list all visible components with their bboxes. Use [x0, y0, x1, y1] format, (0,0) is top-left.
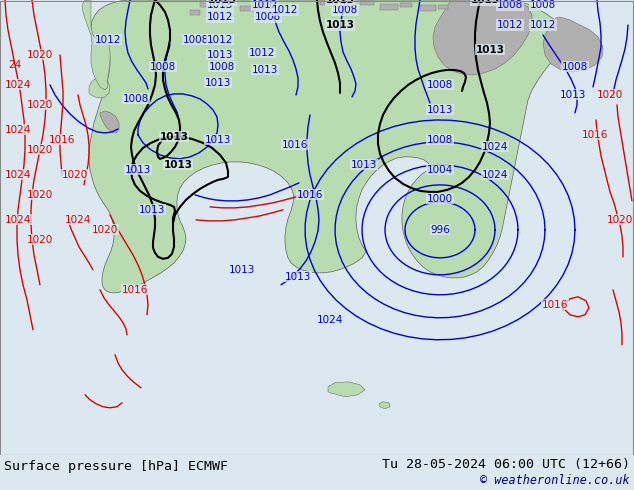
Text: 1020: 1020	[597, 90, 623, 100]
Polygon shape	[328, 382, 365, 397]
Text: 1020: 1020	[27, 145, 53, 155]
Text: 1008: 1008	[123, 94, 149, 104]
Text: 1013: 1013	[207, 0, 236, 5]
Text: 1024: 1024	[482, 170, 508, 180]
Text: 1020: 1020	[92, 225, 118, 235]
Text: 1008: 1008	[150, 62, 176, 72]
Text: 1013: 1013	[252, 65, 278, 75]
Text: 1024: 1024	[5, 80, 31, 90]
Text: 1013: 1013	[205, 78, 231, 88]
Polygon shape	[100, 111, 119, 133]
Text: 1012: 1012	[530, 20, 556, 30]
Text: 1013: 1013	[164, 160, 193, 170]
Text: 1012: 1012	[252, 0, 278, 10]
Text: 1013: 1013	[325, 0, 354, 5]
Polygon shape	[190, 10, 200, 15]
Polygon shape	[420, 5, 436, 11]
Text: 1024: 1024	[5, 170, 31, 180]
Text: 1024: 1024	[5, 125, 31, 135]
Text: 1008: 1008	[562, 62, 588, 72]
Text: 1008: 1008	[255, 12, 281, 22]
Polygon shape	[379, 402, 390, 409]
Text: 1012: 1012	[95, 35, 121, 45]
Text: 1013: 1013	[160, 132, 188, 142]
Text: 1016: 1016	[49, 135, 75, 145]
Text: 1024: 1024	[317, 315, 343, 325]
Polygon shape	[360, 1, 374, 5]
Text: 1008: 1008	[530, 0, 556, 10]
Text: 1008: 1008	[427, 135, 453, 145]
Text: 1020: 1020	[27, 100, 53, 110]
Text: 1013: 1013	[207, 0, 233, 10]
Text: 1016: 1016	[122, 285, 148, 295]
Text: Tu 28-05-2024 06:00 UTC (12+66): Tu 28-05-2024 06:00 UTC (12+66)	[382, 458, 630, 471]
Polygon shape	[320, 1, 338, 5]
Polygon shape	[82, 0, 110, 90]
Text: 1008: 1008	[497, 0, 523, 10]
Text: Surface pressure [hPa] ECMWF: Surface pressure [hPa] ECMWF	[4, 460, 228, 473]
Text: 1020: 1020	[27, 235, 53, 245]
Text: 1000: 1000	[427, 194, 453, 204]
Text: 1024: 1024	[65, 215, 91, 225]
Text: 1008: 1008	[332, 5, 358, 15]
Text: 1020: 1020	[62, 170, 88, 180]
Text: 1013: 1013	[470, 0, 500, 5]
Polygon shape	[218, 1, 230, 5]
Text: 1024: 1024	[5, 215, 31, 225]
Text: 1013: 1013	[476, 45, 505, 55]
Polygon shape	[89, 0, 560, 293]
Text: 1013: 1013	[285, 272, 311, 282]
Text: 1016: 1016	[542, 300, 568, 310]
Text: 1013: 1013	[325, 20, 354, 30]
Text: 1012: 1012	[207, 12, 233, 22]
Text: 1012: 1012	[207, 35, 233, 45]
Text: 1020: 1020	[27, 190, 53, 200]
Text: 1016: 1016	[297, 190, 323, 200]
Polygon shape	[543, 17, 603, 72]
Text: 1024: 1024	[482, 142, 508, 152]
Polygon shape	[380, 4, 398, 10]
Text: © weatheronline.co.uk: © weatheronline.co.uk	[481, 473, 630, 487]
Text: 1012: 1012	[272, 5, 298, 15]
Polygon shape	[340, 3, 352, 8]
Text: 1013: 1013	[229, 265, 256, 275]
Polygon shape	[200, 1, 218, 7]
Text: 1013: 1013	[125, 165, 151, 175]
Polygon shape	[240, 6, 255, 11]
Text: 1004: 1004	[427, 165, 453, 175]
Polygon shape	[400, 3, 412, 7]
Text: 1013: 1013	[560, 90, 586, 100]
Text: 1008: 1008	[427, 80, 453, 90]
Text: 1008: 1008	[183, 35, 209, 45]
Text: 1013: 1013	[205, 135, 231, 145]
Text: 1016: 1016	[281, 140, 308, 150]
Polygon shape	[433, 0, 532, 75]
Text: 1016: 1016	[582, 130, 608, 140]
Text: 24: 24	[8, 60, 22, 70]
Text: 1013: 1013	[427, 105, 453, 115]
Text: 1013: 1013	[139, 205, 165, 215]
Text: 1012: 1012	[497, 20, 523, 30]
Text: 1013: 1013	[207, 50, 233, 60]
Text: 1020: 1020	[27, 50, 53, 60]
Text: 996: 996	[430, 225, 450, 235]
Text: 1013: 1013	[351, 160, 377, 170]
Polygon shape	[438, 5, 448, 9]
Polygon shape	[89, 78, 110, 98]
Text: 1020: 1020	[607, 215, 633, 225]
Text: 1008: 1008	[209, 62, 235, 72]
Text: 1012: 1012	[249, 48, 275, 58]
Polygon shape	[258, 4, 268, 8]
